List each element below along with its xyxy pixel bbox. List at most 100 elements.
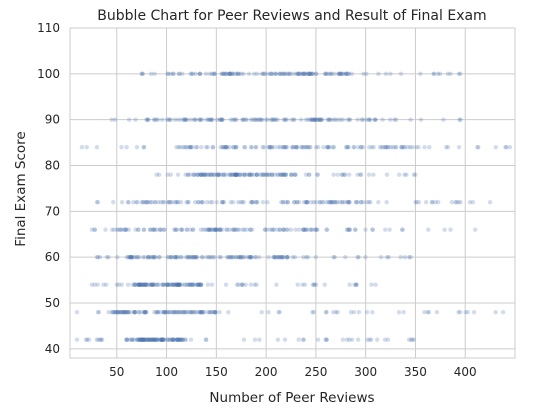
- data-point: [358, 200, 364, 205]
- data-point: [128, 337, 133, 342]
- data-point: [195, 172, 201, 177]
- data-point: [198, 310, 203, 315]
- data-point: [253, 200, 259, 205]
- data-point: [292, 200, 297, 205]
- data-point: [122, 310, 127, 315]
- data-point: [74, 337, 80, 342]
- data-point: [227, 71, 232, 77]
- data-point: [175, 282, 181, 287]
- data-point: [176, 337, 182, 342]
- data-point: [89, 227, 95, 232]
- data-point: [161, 337, 166, 342]
- data-point: [240, 172, 245, 177]
- data-point: [207, 227, 213, 232]
- data-point: [402, 255, 407, 260]
- data-point: [222, 172, 227, 177]
- data-point: [236, 255, 241, 260]
- data-point: [146, 255, 151, 260]
- data-point: [408, 255, 413, 260]
- data-point: [141, 310, 147, 315]
- data-point: [195, 145, 200, 150]
- data-point: [259, 117, 264, 122]
- data-point: [145, 117, 151, 122]
- data-point: [340, 172, 345, 177]
- data-point: [358, 145, 364, 150]
- data-point: [437, 71, 443, 77]
- data-point: [129, 255, 134, 260]
- data-point: [228, 172, 234, 177]
- data-point: [289, 172, 294, 177]
- data-point: [411, 172, 416, 177]
- data-point: [249, 145, 254, 150]
- data-point: [344, 145, 349, 150]
- data-point: [146, 337, 151, 342]
- data-point: [330, 117, 335, 122]
- data-point: [207, 117, 212, 122]
- data-point: [197, 117, 203, 122]
- data-point: [141, 145, 147, 150]
- data-point: [400, 227, 405, 232]
- data-point: [426, 310, 431, 315]
- data-point: [301, 227, 306, 232]
- data-point: [228, 255, 233, 260]
- data-point: [141, 282, 146, 287]
- data-point: [399, 145, 404, 150]
- data-point: [279, 255, 284, 260]
- data-point: [246, 172, 252, 177]
- data-point: [185, 172, 190, 177]
- data-point: [307, 172, 312, 177]
- data-point: [282, 337, 288, 342]
- data-point: [132, 310, 138, 315]
- data-point: [303, 71, 308, 77]
- data-point: [134, 337, 140, 342]
- data-point: [333, 200, 338, 205]
- data-point: [351, 310, 357, 315]
- data-point: [239, 71, 244, 77]
- data-point: [347, 117, 352, 122]
- data-point: [192, 200, 198, 205]
- data-point: [212, 310, 217, 315]
- data-point: [104, 282, 109, 287]
- data-point: [212, 310, 218, 315]
- data-point: [244, 172, 249, 177]
- data-point: [313, 255, 318, 260]
- data-point: [219, 227, 225, 232]
- data-point: [355, 117, 360, 122]
- data-point: [325, 145, 330, 150]
- data-point: [186, 282, 192, 287]
- data-point: [321, 145, 326, 150]
- data-point: [418, 117, 424, 122]
- data-point: [154, 337, 159, 342]
- data-point: [282, 71, 288, 77]
- data-point: [448, 71, 453, 77]
- data-point: [329, 71, 334, 77]
- data-point: [231, 227, 237, 232]
- data-point: [456, 200, 461, 205]
- data-point: [309, 71, 314, 77]
- data-point: [224, 145, 230, 150]
- data-point: [296, 227, 302, 232]
- data-point: [378, 255, 384, 260]
- data-point: [232, 71, 237, 77]
- data-point: [175, 255, 180, 260]
- data-point: [170, 71, 176, 77]
- data-point: [383, 145, 388, 150]
- data-point: [305, 71, 311, 77]
- data-point: [124, 227, 129, 232]
- data-point: [318, 117, 323, 122]
- data-point: [270, 117, 275, 122]
- data-point: [229, 172, 234, 177]
- data-point: [250, 117, 255, 122]
- data-point: [195, 172, 200, 177]
- data-point: [204, 337, 209, 342]
- data-point: [238, 255, 243, 260]
- data-point: [109, 227, 115, 232]
- data-point: [327, 71, 333, 77]
- data-point: [198, 310, 204, 315]
- data-point: [213, 227, 218, 232]
- data-point: [199, 117, 205, 122]
- data-point: [268, 145, 273, 150]
- data-point: [184, 227, 189, 232]
- data-point: [209, 282, 215, 287]
- data-point: [162, 310, 168, 315]
